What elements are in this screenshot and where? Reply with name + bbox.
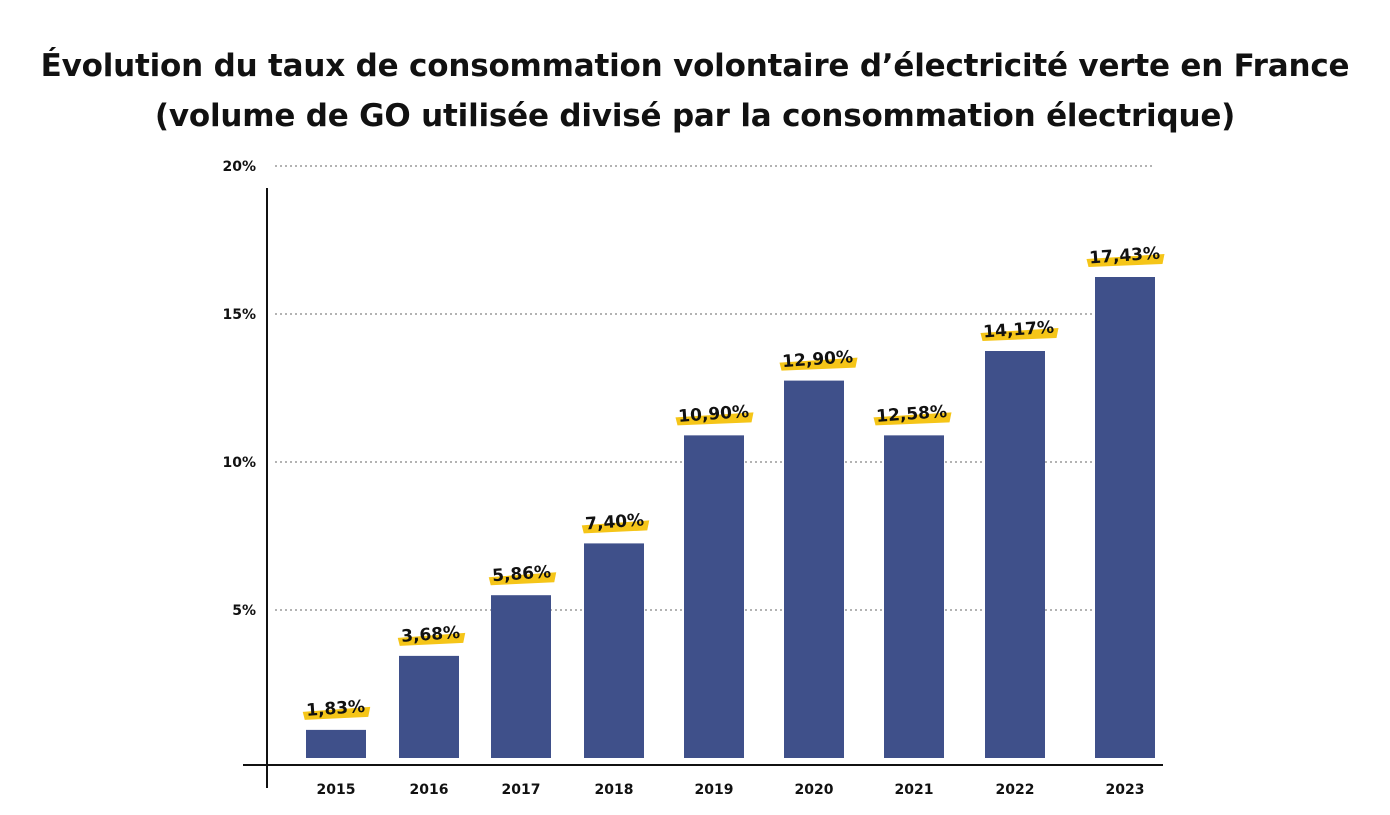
y-tick-label-20: 20% [222, 159, 256, 175]
data-label-2020: 12,90% [782, 347, 854, 372]
data-label-highlight-2020 [779, 357, 858, 371]
data-label-highlight-2016 [397, 632, 466, 646]
data-label-2016: 3,68% [401, 623, 461, 647]
data-label-highlight-2022 [980, 328, 1059, 341]
y-tick-label-15: 15% [222, 307, 256, 323]
bar-2016 [399, 655, 459, 758]
y-tick-labels: 5% 10% 15% 20% [222, 159, 256, 619]
bar-2023 [1095, 277, 1155, 758]
category-label-2022: 2022 [996, 782, 1035, 798]
category-label-2016: 2016 [410, 782, 449, 798]
gridlines [275, 165, 1155, 611]
axes [243, 188, 1163, 788]
y-tick-label-10: 10% [222, 455, 256, 471]
category-label-2015: 2015 [317, 782, 356, 798]
bar-2021 [884, 435, 944, 758]
data-label-2015: 1,83% [306, 697, 366, 721]
data-label-highlight-2019 [675, 412, 754, 426]
data-label-highlight-2018 [581, 520, 650, 534]
category-label-2020: 2020 [795, 782, 834, 798]
data-label-2017: 5,86% [492, 562, 552, 586]
category-labels: 2015 2016 2017 2018 2019 2020 2021 2022 2023 [317, 782, 1145, 798]
category-label-2019: 2019 [695, 782, 734, 798]
data-label-highlight-2017 [488, 572, 557, 586]
bar-2019 [684, 435, 744, 758]
bar-2015 [306, 729, 366, 758]
data-label-highlight-2015 [302, 706, 371, 720]
bar-2022 [985, 351, 1045, 758]
data-label-2023: 17,43% [1089, 244, 1161, 269]
bars [306, 277, 1155, 758]
bar-2018 [584, 543, 644, 758]
data-label-highlight-2021 [873, 412, 952, 426]
data-label-2021: 12,58% [876, 402, 948, 427]
bar-2017 [491, 595, 551, 758]
data-label-2022: 14,17% [983, 318, 1055, 343]
category-label-2023: 2023 [1106, 782, 1145, 798]
data-label-highlights [302, 254, 1165, 720]
chart-title-line-2: (volume de GO utilisée divisé par la con… [154, 98, 1236, 134]
category-label-2021: 2021 [895, 782, 934, 798]
data-label-2019: 10,90% [678, 402, 750, 427]
category-label-2017: 2017 [502, 782, 541, 798]
data-label-2018: 7,40% [585, 510, 645, 534]
bar-2020 [784, 380, 844, 758]
data-label-highlight-2023 [1086, 254, 1165, 267]
chart-title-line-1: Évolution du taux de consommation volont… [40, 48, 1350, 84]
category-label-2018: 2018 [595, 782, 634, 798]
data-labels: 1,83% 3,68% 5,86% 7,40% 10,90% 12,90% 12,58% 14… [306, 244, 1161, 721]
y-tick-label-5: 5% [232, 603, 256, 619]
